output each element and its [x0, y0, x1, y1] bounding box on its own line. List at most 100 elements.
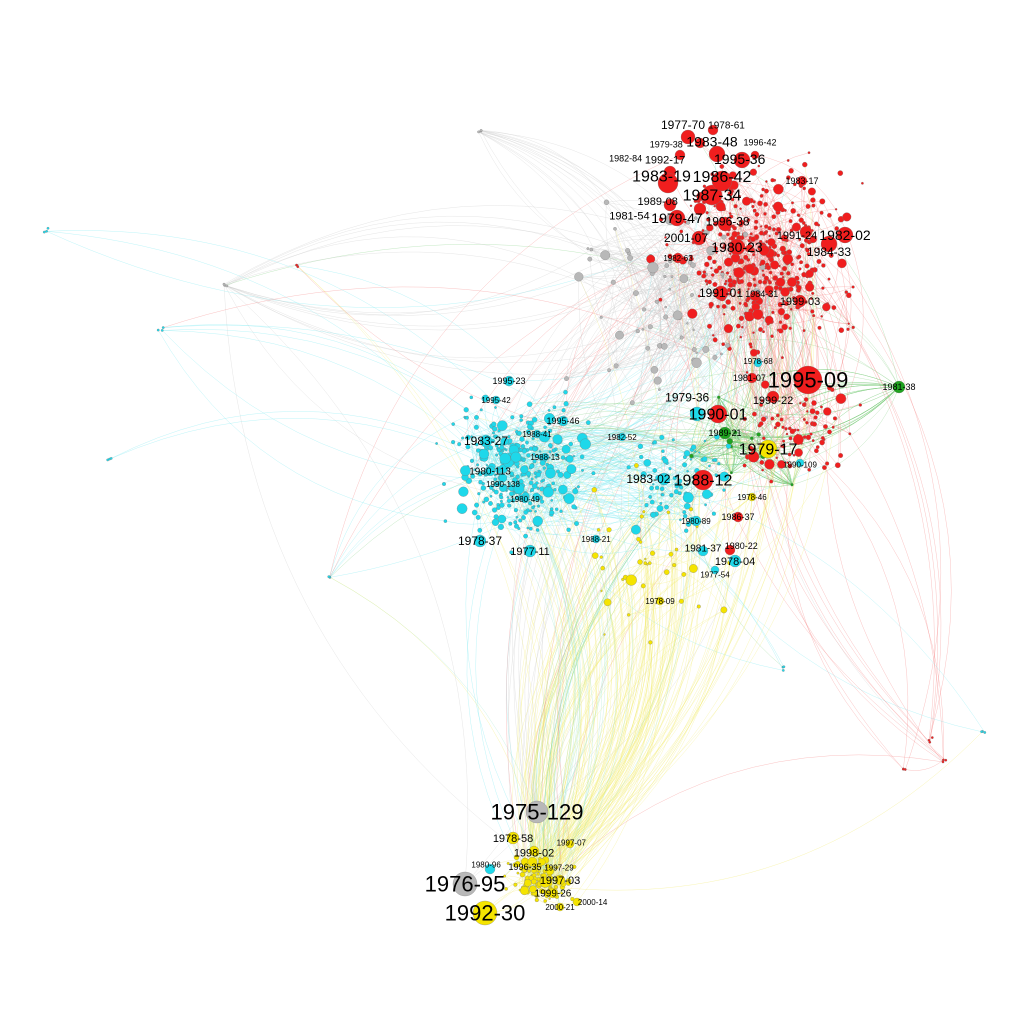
- graph-node[interactable]: [560, 891, 563, 895]
- graph-node[interactable]: [684, 528, 689, 533]
- graph-node[interactable]: [648, 495, 652, 499]
- graph-node[interactable]: [726, 232, 730, 237]
- graph-node[interactable]: [779, 271, 784, 276]
- graph-node[interactable]: [728, 292, 732, 296]
- graph-node[interactable]: [717, 395, 721, 399]
- graph-node[interactable]: [791, 201, 794, 205]
- graph-node[interactable]: [776, 227, 782, 233]
- graph-node[interactable]: [772, 227, 776, 232]
- labeled-node[interactable]: [617, 432, 627, 442]
- graph-node[interactable]: [693, 199, 698, 203]
- graph-node[interactable]: [746, 218, 751, 222]
- graph-node[interactable]: [710, 273, 715, 277]
- graph-node[interactable]: [689, 564, 698, 573]
- graph-node[interactable]: [773, 201, 784, 212]
- graph-node[interactable]: [796, 285, 802, 291]
- graph-node[interactable]: [781, 323, 788, 331]
- labeled-node[interactable]: [655, 596, 665, 606]
- graph-node[interactable]: [780, 356, 784, 360]
- labeled-node[interactable]: [572, 897, 582, 907]
- labeled-node[interactable]: [520, 494, 530, 504]
- graph-node[interactable]: [848, 432, 852, 436]
- graph-node[interactable]: [737, 194, 741, 198]
- graph-node[interactable]: [723, 323, 733, 334]
- graph-node[interactable]: [834, 208, 838, 211]
- graph-node[interactable]: [531, 483, 538, 489]
- graph-node[interactable]: [327, 575, 331, 579]
- graph-node[interactable]: [537, 504, 540, 508]
- graph-node[interactable]: [706, 224, 714, 232]
- graph-node[interactable]: [225, 284, 229, 288]
- graph-node[interactable]: [576, 485, 580, 489]
- graph-node[interactable]: [499, 484, 508, 492]
- graph-node[interactable]: [500, 437, 509, 446]
- graph-node[interactable]: [724, 257, 734, 267]
- graph-node[interactable]: [693, 216, 698, 220]
- graph-node[interactable]: [523, 509, 529, 515]
- graph-node[interactable]: [768, 280, 772, 285]
- graph-node[interactable]: [46, 226, 50, 230]
- labeled-node[interactable]: [473, 534, 487, 548]
- graph-node[interactable]: [671, 438, 675, 442]
- graph-node[interactable]: [706, 246, 716, 256]
- graph-node[interactable]: [703, 439, 707, 443]
- graph-node[interactable]: [827, 429, 832, 435]
- graph-node[interactable]: [789, 428, 796, 435]
- graph-node[interactable]: [861, 181, 864, 185]
- labeled-node[interactable]: [557, 415, 569, 427]
- graph-node[interactable]: [507, 435, 511, 439]
- graph-node[interactable]: [797, 254, 802, 259]
- graph-node[interactable]: [769, 479, 774, 484]
- graph-node[interactable]: [838, 327, 845, 333]
- graph-node[interactable]: [793, 182, 797, 187]
- graph-node[interactable]: [817, 247, 820, 251]
- graph-node[interactable]: [754, 212, 760, 217]
- graph-node[interactable]: [685, 483, 689, 486]
- graph-node[interactable]: [793, 434, 804, 445]
- labeled-node[interactable]: [545, 866, 555, 876]
- graph-node[interactable]: [739, 335, 743, 339]
- graph-node[interactable]: [713, 268, 720, 274]
- graph-node[interactable]: [775, 456, 778, 460]
- graph-node[interactable]: [643, 561, 648, 565]
- graph-node[interactable]: [483, 496, 490, 503]
- graph-node[interactable]: [707, 323, 712, 329]
- graph-node[interactable]: [613, 363, 619, 369]
- graph-node[interactable]: [572, 488, 579, 495]
- graph-node[interactable]: [819, 210, 824, 215]
- graph-node[interactable]: [531, 505, 535, 510]
- graph-node[interactable]: [827, 212, 832, 218]
- graph-node[interactable]: [772, 275, 779, 281]
- graph-node[interactable]: [465, 434, 471, 440]
- graph-node[interactable]: [796, 213, 801, 217]
- graph-node[interactable]: [519, 414, 524, 419]
- graph-node[interactable]: [770, 260, 780, 270]
- graph-node[interactable]: [548, 897, 551, 900]
- graph-node[interactable]: [739, 207, 742, 210]
- graph-node[interactable]: [812, 421, 817, 427]
- graph-node[interactable]: [756, 432, 761, 437]
- graph-node[interactable]: [528, 501, 533, 506]
- graph-node[interactable]: [720, 352, 723, 356]
- graph-node[interactable]: [778, 320, 783, 324]
- graph-node[interactable]: [786, 271, 791, 276]
- graph-node[interactable]: [512, 477, 518, 483]
- graph-node[interactable]: [831, 305, 837, 310]
- graph-node[interactable]: [712, 259, 717, 265]
- graph-node[interactable]: [777, 308, 785, 316]
- graph-node[interactable]: [650, 366, 659, 374]
- graph-node[interactable]: [806, 252, 811, 256]
- graph-node[interactable]: [784, 427, 788, 431]
- graph-node[interactable]: [658, 217, 664, 222]
- graph-node[interactable]: [161, 326, 165, 329]
- labeled-node[interactable]: [697, 545, 709, 557]
- graph-node[interactable]: [443, 519, 448, 523]
- graph-node[interactable]: [474, 502, 480, 508]
- graph-node[interactable]: [662, 457, 669, 464]
- graph-node[interactable]: [679, 518, 682, 522]
- graph-node[interactable]: [504, 448, 508, 452]
- graph-node[interactable]: [629, 400, 635, 406]
- graph-node[interactable]: [789, 307, 793, 311]
- graph-node[interactable]: [805, 434, 812, 441]
- graph-node[interactable]: [664, 504, 669, 510]
